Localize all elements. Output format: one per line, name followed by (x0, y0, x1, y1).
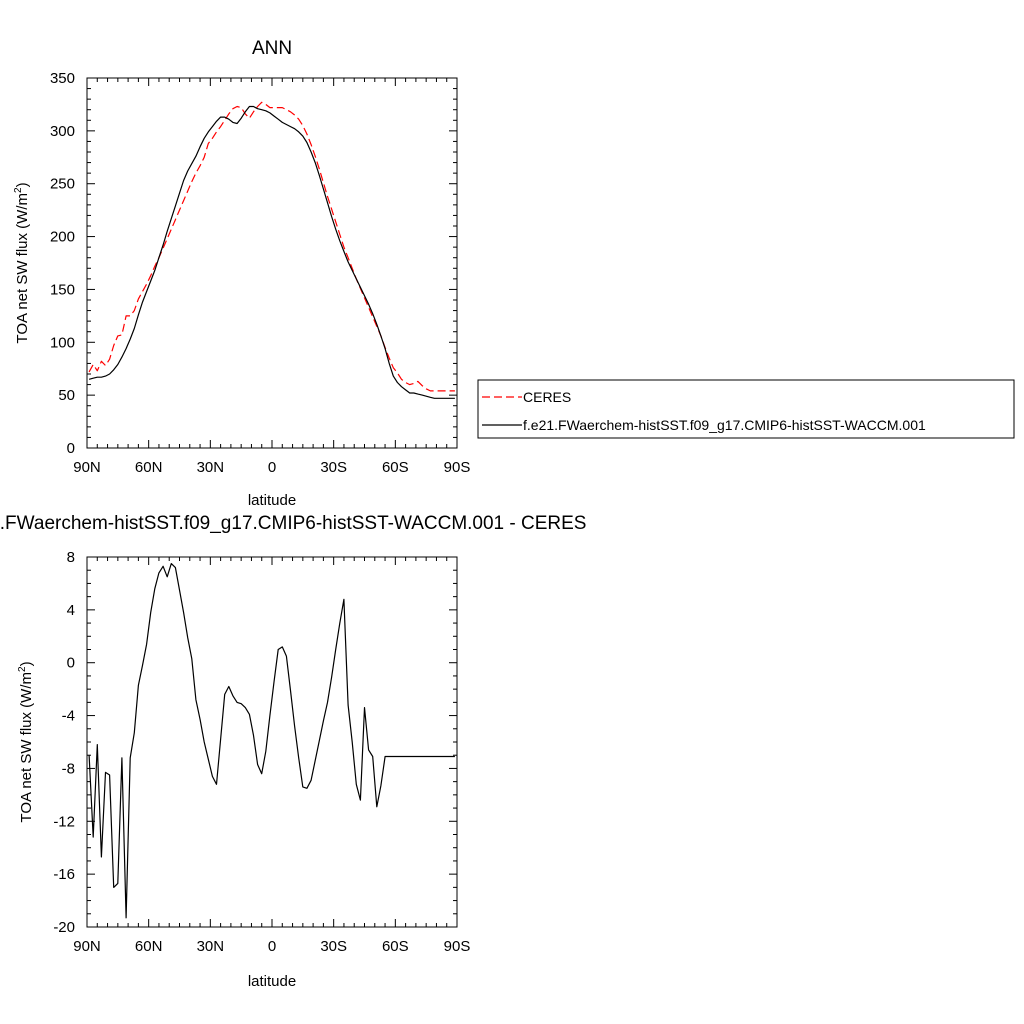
panel-top-y-tick-label: 250 (50, 176, 75, 193)
panel-top-x-tick-label: 30S (320, 459, 347, 476)
panel-bottom-x-tick-label: 90S (444, 938, 471, 955)
panel-top-x-axis-label: latitude (248, 492, 296, 509)
panel-top-series (88, 101, 455, 399)
panel-top-y-tick-label: 50 (58, 387, 75, 404)
panel-top-y-tick-label: 150 (50, 281, 75, 298)
panel-bottom-y-tick-label: 8 (67, 549, 75, 566)
panel-top-x-tick-label: 60S (382, 459, 409, 476)
panel-top-x-tick-label: 90N (73, 459, 101, 476)
panel-top-y-tick-label: 300 (50, 123, 75, 140)
panel-top-x-tick-label: 90S (444, 459, 471, 476)
panel-top-y-tick-label: 200 (50, 229, 75, 246)
legend-label-model: f.e21.FWaerchem-histSST.f09_g17.CMIP6-hi… (523, 417, 926, 433)
panel-top-series-line-0 (88, 101, 455, 392)
panel-bottom-y-tick-label: -8 (62, 760, 75, 777)
panel-top-y-axis-label-sup: 2 (13, 187, 24, 193)
panel-top-x-tick-label: 60N (135, 459, 163, 476)
panel-bottom-x-tick-label: 60N (135, 938, 163, 955)
panel-bottom-y-tick-label: -4 (62, 708, 75, 725)
panel-top-y-tick-label: 100 (50, 334, 75, 351)
panel-top-title: ANN (252, 38, 292, 59)
panel-bottom: f.e21.FWaerchem-histSST.f09_g17.CMIP6-hi… (0, 513, 586, 990)
panel-top-y-axis-label-main: TOA net SW flux (W/m (14, 193, 31, 344)
panel-bottom-y-axis-label: TOA net SW flux (W/m2) (17, 661, 35, 822)
panel-bottom-y-tick-label: -20 (53, 919, 75, 936)
panel-top-y-axis-label-close: ) (14, 182, 31, 187)
panel-top-y-tick-label: 350 (50, 70, 75, 87)
panel-top-ticks: 90N 60N 30N 0 30S 60S 90S 0 50 100 150 200 250 300 350 (50, 70, 470, 476)
panel-top-y-tick-label: 0 (67, 440, 75, 457)
panel-top-y-axis-label: TOA net SW flux (W/m2) (13, 182, 31, 343)
panel-bottom-title: f.e21.FWaerchem-histSST.f09_g17.CMIP6-hi… (0, 513, 586, 534)
panel-bottom-y-axis-label-main: TOA net SW flux (W/m (18, 672, 35, 823)
panel-bottom-x-axis-label: latitude (248, 973, 296, 990)
legend-frame (477, 379, 1015, 439)
panel-bottom-series (88, 562, 455, 919)
legend: CERES f.e21.FWaerchem-histSST.f09_g17.CM… (477, 379, 1015, 439)
panel-bottom-y-tick-label: 0 (67, 655, 75, 672)
panel-top-plot-frame (86, 77, 458, 449)
panel-bottom-x-tick-label: 0 (268, 938, 276, 955)
panel-bottom-x-tick-label: 60S (382, 938, 409, 955)
panel-bottom-x-tick-label: 30S (320, 938, 347, 955)
panel-bottom-y-axis-label-sup: 2 (17, 666, 28, 672)
panel-top-x-tick-label: 0 (268, 459, 276, 476)
panel-bottom-ticks: 90N 60N 30N 0 30S 60S 90S -20 -16 -12 -8 -4 0 4 8 (53, 549, 470, 955)
panel-bottom-y-tick-label: 4 (67, 602, 75, 619)
panel-bottom-series-line-0 (88, 562, 455, 919)
panel-bottom-y-tick-label: -16 (53, 866, 75, 883)
panel-bottom-x-tick-label: 30N (197, 938, 225, 955)
panel-top-x-tick-label: 30N (197, 459, 225, 476)
panel-top-series-line-1 (88, 105, 455, 399)
panel-bottom-x-tick-label: 90N (73, 938, 101, 955)
panel-top: ANN 90N 60N 30N 0 30S 60S 90S 0 50 100 150 200 250 30… (13, 38, 470, 509)
panel-bottom-y-axis-label-close: ) (18, 661, 35, 666)
panel-bottom-plot-frame (86, 556, 458, 928)
legend-label-ceres: CERES (523, 389, 571, 405)
panel-bottom-y-tick-label: -12 (53, 813, 75, 830)
